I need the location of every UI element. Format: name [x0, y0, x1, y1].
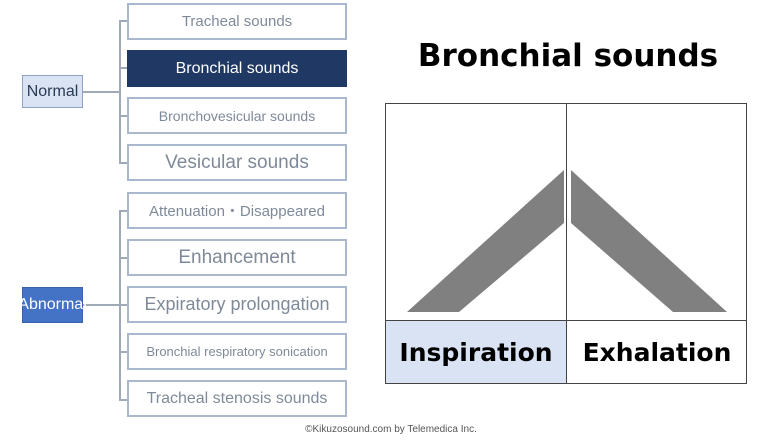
panel-divider-horizontal	[385, 320, 747, 321]
abnormal-item-enhancement[interactable]: Enhancement	[127, 239, 347, 276]
normal-group-label: Normal	[22, 75, 83, 108]
inspiration-cell-background	[385, 321, 567, 384]
abnormal-tree-link	[83, 304, 121, 306]
inspiration-shape	[407, 170, 564, 312]
abnormal-branch-1	[119, 210, 128, 212]
diagram-title: Bronchial sounds	[417, 38, 719, 74]
normal-branch-2	[119, 67, 128, 69]
abnormal-item-attenuation[interactable]: Attenuation・Disappeared	[127, 192, 347, 229]
abnormal-branch-2	[119, 257, 128, 259]
normal-branch-1	[119, 20, 128, 22]
abnormal-group-label: Abnormal	[18, 287, 87, 323]
abnormal-branch-3	[119, 304, 128, 306]
copyright-credit: ©Kikuzosound.com by Telemedica Inc.	[305, 424, 477, 435]
abnormal-branch-4	[119, 351, 128, 353]
normal-item-tracheal-sounds[interactable]: Tracheal sounds	[127, 3, 347, 40]
panel-divider-vertical	[566, 103, 567, 384]
exhalation-shape	[571, 170, 727, 312]
sound-pattern-graphic	[407, 170, 727, 312]
abnormal-branch-5	[119, 399, 128, 401]
normal-item-vesicular-sounds[interactable]: Vesicular sounds	[127, 144, 347, 181]
inspiration-label: Inspiration	[399, 338, 553, 367]
abnormal-item-expiratory-prolongation[interactable]: Expiratory prolongation	[127, 286, 347, 323]
normal-branch-4	[119, 162, 128, 164]
abnormal-item-bronchial-respiratory-sonication[interactable]: Bronchial respiratory sonication	[127, 333, 347, 370]
abnormal-item-tracheal-stenosis-sounds[interactable]: Tracheal stenosis sounds	[127, 380, 347, 417]
normal-item-bronchial-sounds[interactable]: Bronchial sounds	[127, 50, 347, 87]
normal-tree-link	[83, 91, 121, 93]
normal-branch-3	[119, 115, 128, 117]
normal-item-bronchovesicular-sounds[interactable]: Bronchovesicular sounds	[127, 97, 347, 134]
exhalation-label: Exhalation	[582, 338, 732, 367]
